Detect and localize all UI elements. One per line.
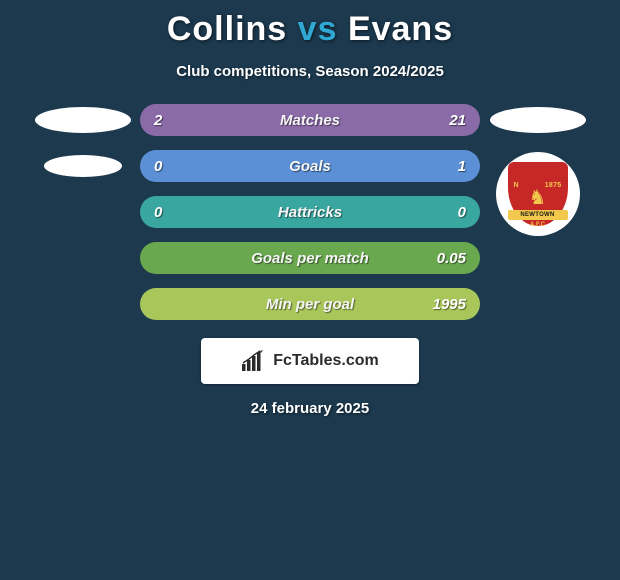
- stat-label: Matches: [280, 112, 340, 129]
- title-vs: vs: [298, 10, 338, 48]
- player-photo-placeholder: [490, 107, 586, 133]
- stat-value-left: 0: [154, 204, 162, 221]
- stat-value-left: 2: [154, 112, 162, 129]
- stat-value-right: 1: [458, 158, 466, 175]
- stat-label: Goals per match: [251, 250, 369, 267]
- subtitle: Club competitions, Season 2024/2025: [0, 63, 620, 80]
- stat-row: 0 Goals 1 N 1875 ♞ NEWTOWN A.F.C: [0, 150, 620, 182]
- page-title: Collins vs Evans: [0, 0, 620, 49]
- left-side-slot: [25, 107, 140, 133]
- crest-year: 1875: [545, 182, 562, 189]
- stat-row: Min per goal 1995: [0, 288, 620, 320]
- stat-label: Goals: [289, 158, 331, 175]
- bars-icon: [241, 350, 267, 372]
- crest-initial: N: [514, 182, 519, 189]
- right-side-slot: [480, 107, 595, 133]
- stat-bar-goals-per-match: Goals per match 0.05: [140, 242, 480, 274]
- left-side-slot: [25, 155, 140, 177]
- crest-suffix: A.F.C: [530, 222, 545, 228]
- stat-rows: 2 Matches 21 0 Goals 1 N 1875 ♞: [0, 104, 620, 320]
- title-player-left: Collins: [167, 10, 287, 48]
- crest-shield: N 1875 ♞ NEWTOWN A.F.C: [508, 162, 568, 226]
- stat-row: 2 Matches 21: [0, 104, 620, 136]
- stat-bar-matches: 2 Matches 21: [140, 104, 480, 136]
- title-player-right: Evans: [348, 10, 453, 48]
- player-photo-placeholder: [35, 107, 131, 133]
- stat-value-right: 0.05: [437, 250, 466, 267]
- stat-bar-goals: 0 Goals 1: [140, 150, 480, 182]
- club-crest: N 1875 ♞ NEWTOWN A.F.C: [496, 152, 580, 236]
- crest-name: NEWTOWN: [508, 210, 568, 220]
- stat-value-left: 0: [154, 158, 162, 175]
- date-text: 24 february 2025: [0, 400, 620, 417]
- stat-value-right: 1995: [433, 296, 466, 313]
- stat-bar-min-per-goal: Min per goal 1995: [140, 288, 480, 320]
- stat-label: Min per goal: [266, 296, 354, 313]
- stat-value-right: 0: [458, 204, 466, 221]
- stat-bar-hattricks: 0 Hattricks 0: [140, 196, 480, 228]
- crest-emblem-icon: ♞: [529, 188, 547, 208]
- stat-label: Hattricks: [278, 204, 342, 221]
- branding-text: FcTables.com: [273, 352, 379, 370]
- stat-value-right: 21: [449, 112, 466, 129]
- branding-box: FcTables.com: [201, 338, 419, 384]
- club-logo-placeholder: [44, 155, 122, 177]
- stat-row: Goals per match 0.05: [0, 242, 620, 274]
